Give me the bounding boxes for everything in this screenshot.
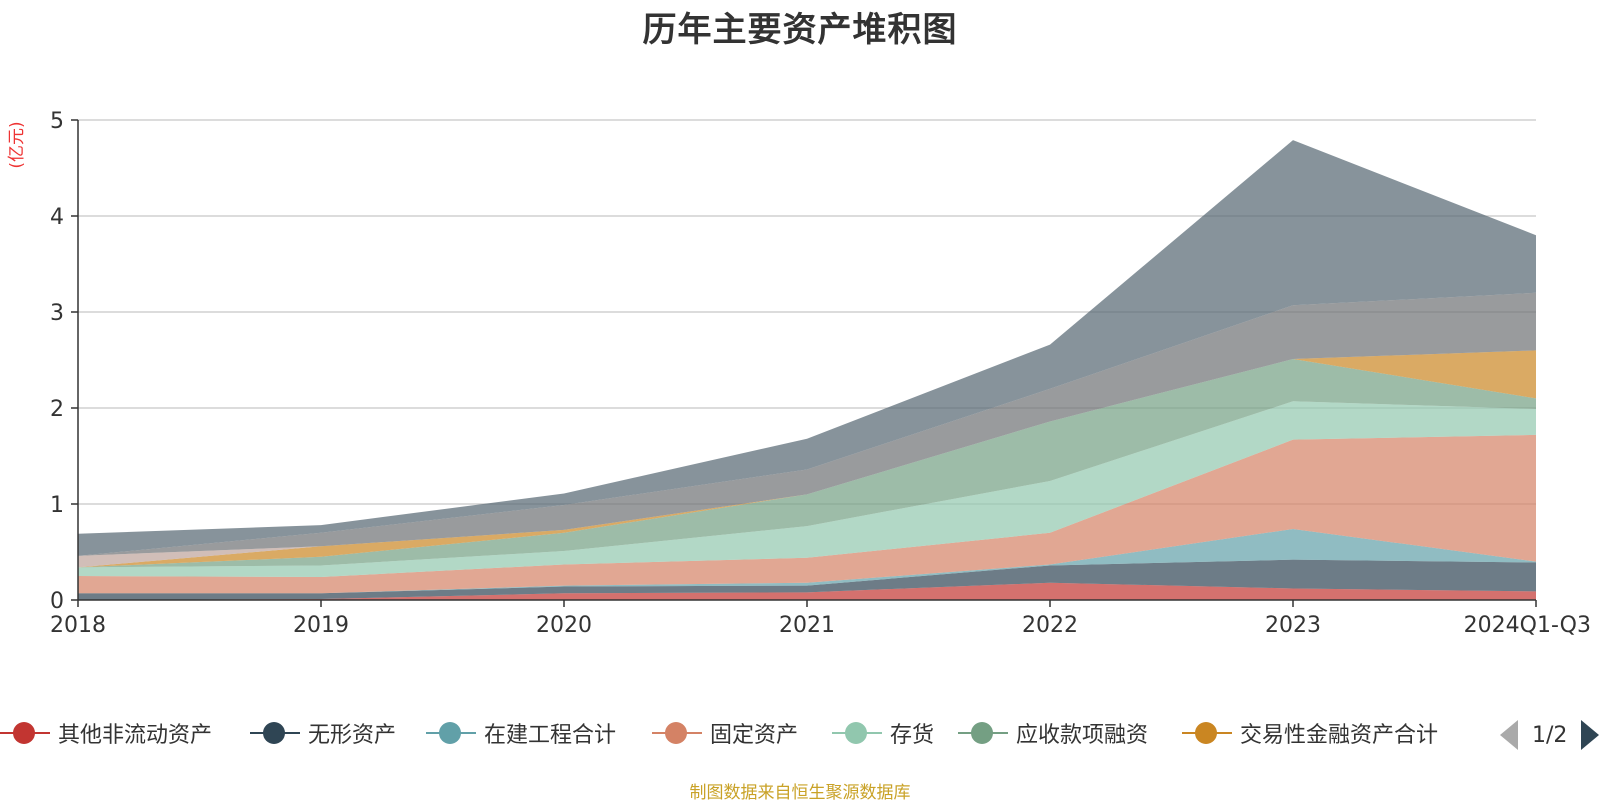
area-series: [78, 401, 1536, 577]
area-series: [78, 140, 1536, 556]
source-note: 制图数据来自恒生聚源数据库: [689, 783, 911, 803]
legend: 其他非流动资产 无形资产 在建工程合计 固定资产 存货 应收款项融资 交易性金融资产合计: [0, 718, 1600, 748]
y-axis-unit-label: (亿元): [7, 121, 27, 168]
area-series: [78, 559, 1536, 600]
legend-item[interactable]: 应收款项融资: [958, 718, 1148, 748]
y-tick-label: 5: [50, 109, 64, 134]
legend-item[interactable]: 固定资产: [652, 718, 798, 748]
legend-swatch-icon: [958, 721, 1008, 745]
y-tick-label: 3: [50, 301, 64, 326]
legend-swatch-icon: [0, 721, 50, 745]
area-series: [78, 582, 1536, 600]
legend-item[interactable]: 其他非流动资产: [0, 718, 212, 748]
legend-next-page-button[interactable]: [1581, 720, 1600, 750]
legend-swatch-icon: [652, 721, 702, 745]
axes: 0 1 2 3 4 5 2018 2019 2020 2021 2022 2023 2024Q1-Q3: [50, 109, 1591, 638]
legend-item[interactable]: 在建工程合计: [426, 718, 616, 748]
x-tick-label: 2022: [1022, 613, 1078, 638]
y-tick-label: 1: [50, 493, 64, 518]
legend-swatch-icon: [832, 721, 882, 745]
legend-swatch-icon: [426, 721, 476, 745]
x-tick-label: 2023: [1265, 613, 1321, 638]
y-tick-label: 2: [50, 397, 64, 422]
x-tick-label: 2020: [536, 613, 592, 638]
legend-label: 在建工程合计: [484, 723, 617, 748]
legend-label: 存货: [890, 723, 935, 748]
x-tick-label: 2024Q1-Q3: [1464, 613, 1591, 638]
legend-label: 应收款项融资: [1016, 723, 1149, 748]
stacked-areas: [78, 140, 1536, 600]
area-series: [78, 434, 1536, 594]
area-series: [78, 292, 1536, 556]
legend-label: 固定资产: [710, 723, 799, 748]
legend-item[interactable]: 无形资产: [250, 718, 396, 748]
legend-label: 交易性金融资产合计: [1240, 723, 1439, 748]
legend-page-indicator: 1/2: [1532, 722, 1568, 748]
area-series: [78, 350, 1536, 568]
x-tick-label: 2021: [779, 613, 835, 638]
area-series: [78, 359, 1536, 568]
x-tick-label: 2018: [50, 613, 106, 638]
legend-swatch-icon: [1182, 721, 1232, 745]
y-tick-label: 4: [50, 205, 64, 230]
legend-pager: 1/2: [1500, 718, 1600, 752]
legend-swatch-icon: [250, 721, 300, 745]
legend-label: 无形资产: [308, 723, 397, 748]
legend-label: 其他非流动资产: [58, 723, 213, 748]
y-tick-label: 0: [50, 589, 64, 614]
chart-title: 历年主要资产堆积图: [642, 10, 958, 50]
legend-item[interactable]: 交易性金融资产合计: [1182, 718, 1438, 748]
legend-prev-page-button[interactable]: [1500, 720, 1518, 750]
legend-item[interactable]: 存货: [832, 718, 934, 748]
x-tick-label: 2019: [293, 613, 349, 638]
